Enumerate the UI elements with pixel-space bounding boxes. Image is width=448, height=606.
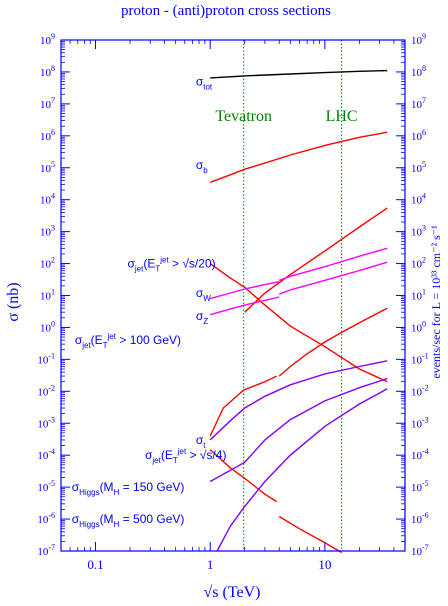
y-tick-label-left: 10-5 bbox=[37, 479, 55, 494]
series-Z_tev bbox=[210, 296, 280, 316]
y-tick-label-right: 103 bbox=[411, 224, 426, 239]
x-tick-label: 0.1 bbox=[87, 557, 103, 572]
y-tick-label-right: 10-4 bbox=[411, 447, 429, 462]
y-tick-label-left: 10-6 bbox=[37, 511, 55, 526]
x-tick-label: 1 bbox=[207, 557, 214, 572]
label-Z: σZ bbox=[196, 309, 208, 326]
y-tick-label-right: 10-2 bbox=[411, 383, 429, 398]
y-tick-label-left: 109 bbox=[40, 32, 55, 47]
y-tick-label-left: 108 bbox=[40, 64, 55, 79]
y-tick-label-left: 103 bbox=[40, 224, 55, 239]
y-tick-label-right: 108 bbox=[411, 64, 426, 79]
series-jet_20_lhc bbox=[244, 207, 388, 313]
collider-markers: Tevatron LHC bbox=[215, 40, 358, 551]
y-tick-label-left: 10-7 bbox=[37, 543, 55, 558]
y-tick-label-left: 10-3 bbox=[37, 415, 55, 430]
y-axis-label-right: events/sec for L = 10³³ cm⁻² s⁻¹ bbox=[429, 225, 443, 379]
y-tick-label-right: 101 bbox=[411, 288, 426, 303]
y-tick-label-left: 104 bbox=[40, 192, 55, 207]
series-Z_lhc bbox=[278, 261, 388, 295]
curve-labels: σtot σb σjet(ETjet > √s/20) σW σZ σjet(ETjet … bbox=[72, 75, 227, 530]
y-tick-label-right: 105 bbox=[411, 160, 426, 175]
y-tick-label-left: 10-1 bbox=[37, 351, 55, 366]
data-series bbox=[209, 69, 388, 554]
series-t bbox=[209, 360, 388, 441]
series-higgs_150 bbox=[209, 377, 388, 483]
y-tick-label-left: 101 bbox=[40, 288, 55, 303]
label-tot: σtot bbox=[196, 75, 213, 92]
label-higgs_500: σHiggs(MH = 500 GeV) bbox=[72, 512, 185, 529]
y-tick-label-left: 100 bbox=[40, 319, 55, 334]
series-jet_100_tev bbox=[209, 375, 278, 437]
y-tick-label-left: 105 bbox=[40, 160, 55, 175]
label-W: σW bbox=[196, 286, 211, 303]
y-tick-label-right: 104 bbox=[411, 192, 426, 207]
series-jet_100_lhc bbox=[278, 307, 388, 377]
y-tick-label-right: 10-1 bbox=[411, 351, 429, 366]
y-tick-label-left: 10-2 bbox=[37, 383, 55, 398]
chart-title: proton - (anti)proton cross sections bbox=[121, 3, 331, 19]
axis-ticks: 10910810710610510410310210110010-110-210… bbox=[37, 32, 428, 572]
y-tick-label-right: 100 bbox=[411, 319, 426, 334]
y-tick-label-right: 102 bbox=[411, 256, 426, 271]
marker-label-tevatron: Tevatron bbox=[215, 108, 272, 125]
label-jet_4: σjet(ETjet > √s/4) bbox=[145, 447, 226, 465]
y-tick-label-right: 10-6 bbox=[411, 511, 429, 526]
y-tick-label-left: 102 bbox=[40, 256, 55, 271]
label-jet_100: σjet(ETjet > 100 GeV) bbox=[75, 332, 181, 350]
y-tick-label-left: 106 bbox=[40, 128, 55, 143]
y-tick-label-right: 107 bbox=[411, 96, 426, 111]
series-tot bbox=[210, 69, 388, 79]
series-higgs_500 bbox=[216, 388, 388, 552]
label-jet_20: σjet(ETjet > √s/20) bbox=[127, 256, 215, 274]
y-tick-label-left: 10-4 bbox=[37, 447, 55, 462]
series-jet_4_lhc bbox=[278, 515, 342, 554]
y-tick-label-right: 109 bbox=[411, 32, 426, 47]
x-tick-label: 10 bbox=[318, 557, 331, 572]
y-tick-label-right: 10-5 bbox=[411, 479, 429, 494]
series-W_tev bbox=[210, 281, 280, 300]
x-axis-label: √s (TeV) bbox=[204, 584, 261, 601]
y-tick-label-right: 106 bbox=[411, 128, 426, 143]
label-higgs_150: σHiggs(MH = 150 GeV) bbox=[72, 480, 185, 497]
label-t: σt bbox=[196, 433, 206, 450]
label-b: σb bbox=[196, 158, 208, 175]
marker-label-lhc: LHC bbox=[326, 108, 358, 125]
series-W_lhc bbox=[278, 247, 388, 281]
y-tick-label-right: 10-7 bbox=[411, 543, 429, 558]
series-jet_4_tev bbox=[209, 449, 278, 503]
y-tick-label-left: 107 bbox=[40, 96, 55, 111]
series-jet_20_tev bbox=[209, 263, 388, 383]
y-axis-label-left: σ (nb) bbox=[5, 282, 22, 321]
y-tick-label-right: 10-3 bbox=[411, 415, 429, 430]
series-b bbox=[209, 131, 388, 183]
